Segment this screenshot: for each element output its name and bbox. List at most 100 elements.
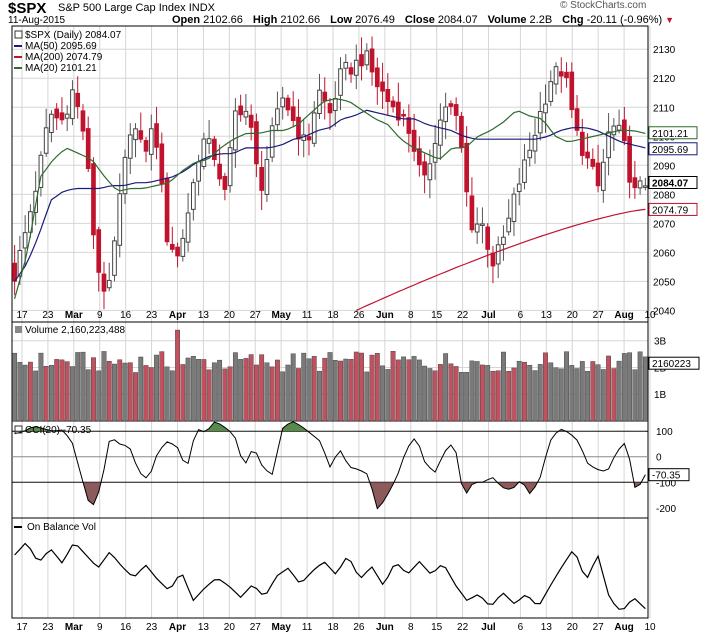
x-axis-label-bottom: 10: [644, 622, 656, 633]
candle-body: [490, 252, 496, 267]
candle-body: [122, 156, 128, 195]
volume-bar: [522, 361, 527, 422]
volume-bar: [385, 369, 391, 422]
candle-body: [106, 279, 112, 289]
volume-bar: [506, 370, 512, 422]
x-axis-label-bottom: 23: [42, 622, 54, 633]
volume-bar: [148, 367, 154, 422]
legend-entry: MA(20) 2101.21: [25, 63, 97, 74]
candle-body: [448, 103, 454, 107]
candle-body: [154, 123, 159, 148]
x-axis-label: 9: [97, 310, 103, 321]
x-axis-label: 22: [457, 310, 469, 321]
candle-body: [264, 158, 270, 195]
price-tick-label: 2090: [653, 161, 676, 172]
candle-body: [332, 98, 338, 112]
cci-value-tag: [648, 468, 690, 482]
volume-bar: [217, 359, 223, 422]
volume-bar: [427, 368, 433, 422]
candle-body: [406, 117, 412, 134]
volume-bar: [432, 370, 438, 422]
candle-body: [54, 108, 60, 119]
candle-body: [75, 92, 81, 107]
legend-obv-title: On Balance Vol: [27, 522, 96, 533]
volume-bar: [96, 370, 102, 422]
candle-body: [196, 161, 201, 182]
volume-bar: [364, 371, 370, 422]
candle-body: [522, 159, 527, 183]
volume-bar: [537, 364, 543, 422]
candle-body: [296, 116, 301, 140]
candle-body: [43, 127, 49, 154]
volume-bar: [395, 359, 401, 422]
volume-bar: [642, 356, 648, 422]
volume-bar: [411, 356, 417, 422]
x-axis-label: 26: [353, 310, 365, 321]
candle-body: [12, 262, 17, 282]
volume-bar: [117, 359, 123, 422]
candle-body: [80, 110, 86, 132]
symbol[interactable]: $SPX: [8, 0, 47, 17]
candle-body: [422, 161, 427, 176]
volume-bar: [611, 368, 617, 422]
x-axis-label: 6: [518, 310, 524, 321]
candle-body: [317, 89, 322, 115]
price-tick-label: 2120: [653, 74, 676, 85]
candle-body: [485, 226, 491, 250]
candle-body: [127, 134, 133, 159]
volume-bar: [201, 359, 207, 422]
x-axis-label-bottom: 16: [120, 622, 132, 633]
volume-bar: [632, 369, 638, 422]
price-value-tag-label: 2084.07: [652, 179, 689, 190]
volume-bar: [206, 369, 212, 422]
cci-panel-frame: [11, 420, 649, 519]
volume-bar: [464, 371, 470, 422]
volume-bar: [75, 352, 81, 422]
candle-body: [169, 243, 175, 250]
ohlc-summary: Open 2102.66 High 2102.66 Low 2076.49 Close 208…: [172, 14, 675, 26]
candle-body: [190, 182, 196, 210]
candle-body: [527, 149, 533, 159]
volume-bar: [243, 358, 249, 422]
legend-entry: MA(50) 2095.69: [25, 41, 97, 52]
candle-body: [411, 129, 417, 152]
legend-swatch: [14, 425, 23, 434]
volume-bar: [332, 360, 338, 422]
volume-bar: [269, 366, 275, 422]
volume-bar: [38, 352, 44, 422]
candle-body: [143, 140, 149, 152]
high-value: 2102.66: [280, 14, 321, 26]
volume-bar: [322, 357, 328, 422]
price-tick-label: 2040: [653, 306, 676, 317]
x-axis-label: Mar: [65, 310, 83, 321]
obv-panel-frame: [11, 517, 649, 619]
volume-bar: [338, 360, 343, 422]
volume-bar: [485, 365, 491, 422]
volume-bar: [154, 354, 159, 422]
volume-bar: [422, 365, 428, 422]
candle-body: [248, 114, 254, 128]
volume-bar: [569, 365, 575, 422]
volume-value: 2.2B: [529, 14, 553, 26]
price-tick-label: 2130: [653, 45, 676, 56]
candle-body: [343, 61, 349, 69]
x-axis-label: 23: [42, 310, 54, 321]
candle-body: [579, 131, 585, 156]
open-value: 2102.66: [203, 14, 243, 26]
price-tick-label: 2050: [653, 277, 676, 288]
candle-body: [364, 50, 370, 66]
volume-bar: [143, 365, 149, 422]
candle-body: [390, 100, 396, 108]
price-panel-frame: [11, 25, 649, 323]
volume-bar: [390, 351, 396, 422]
candle-body: [480, 223, 485, 226]
x-axis-label-bottom: 9: [97, 622, 103, 633]
volume-bar: [311, 356, 317, 422]
volume-bar: [222, 368, 228, 422]
x-axis-label: May: [271, 310, 291, 321]
volume-bar: [127, 362, 133, 422]
x-axis-label: 13: [198, 310, 210, 321]
candle-body: [180, 237, 186, 257]
low-value: 2076.49: [355, 14, 395, 26]
x-axis-label-bottom: 8: [408, 622, 414, 633]
